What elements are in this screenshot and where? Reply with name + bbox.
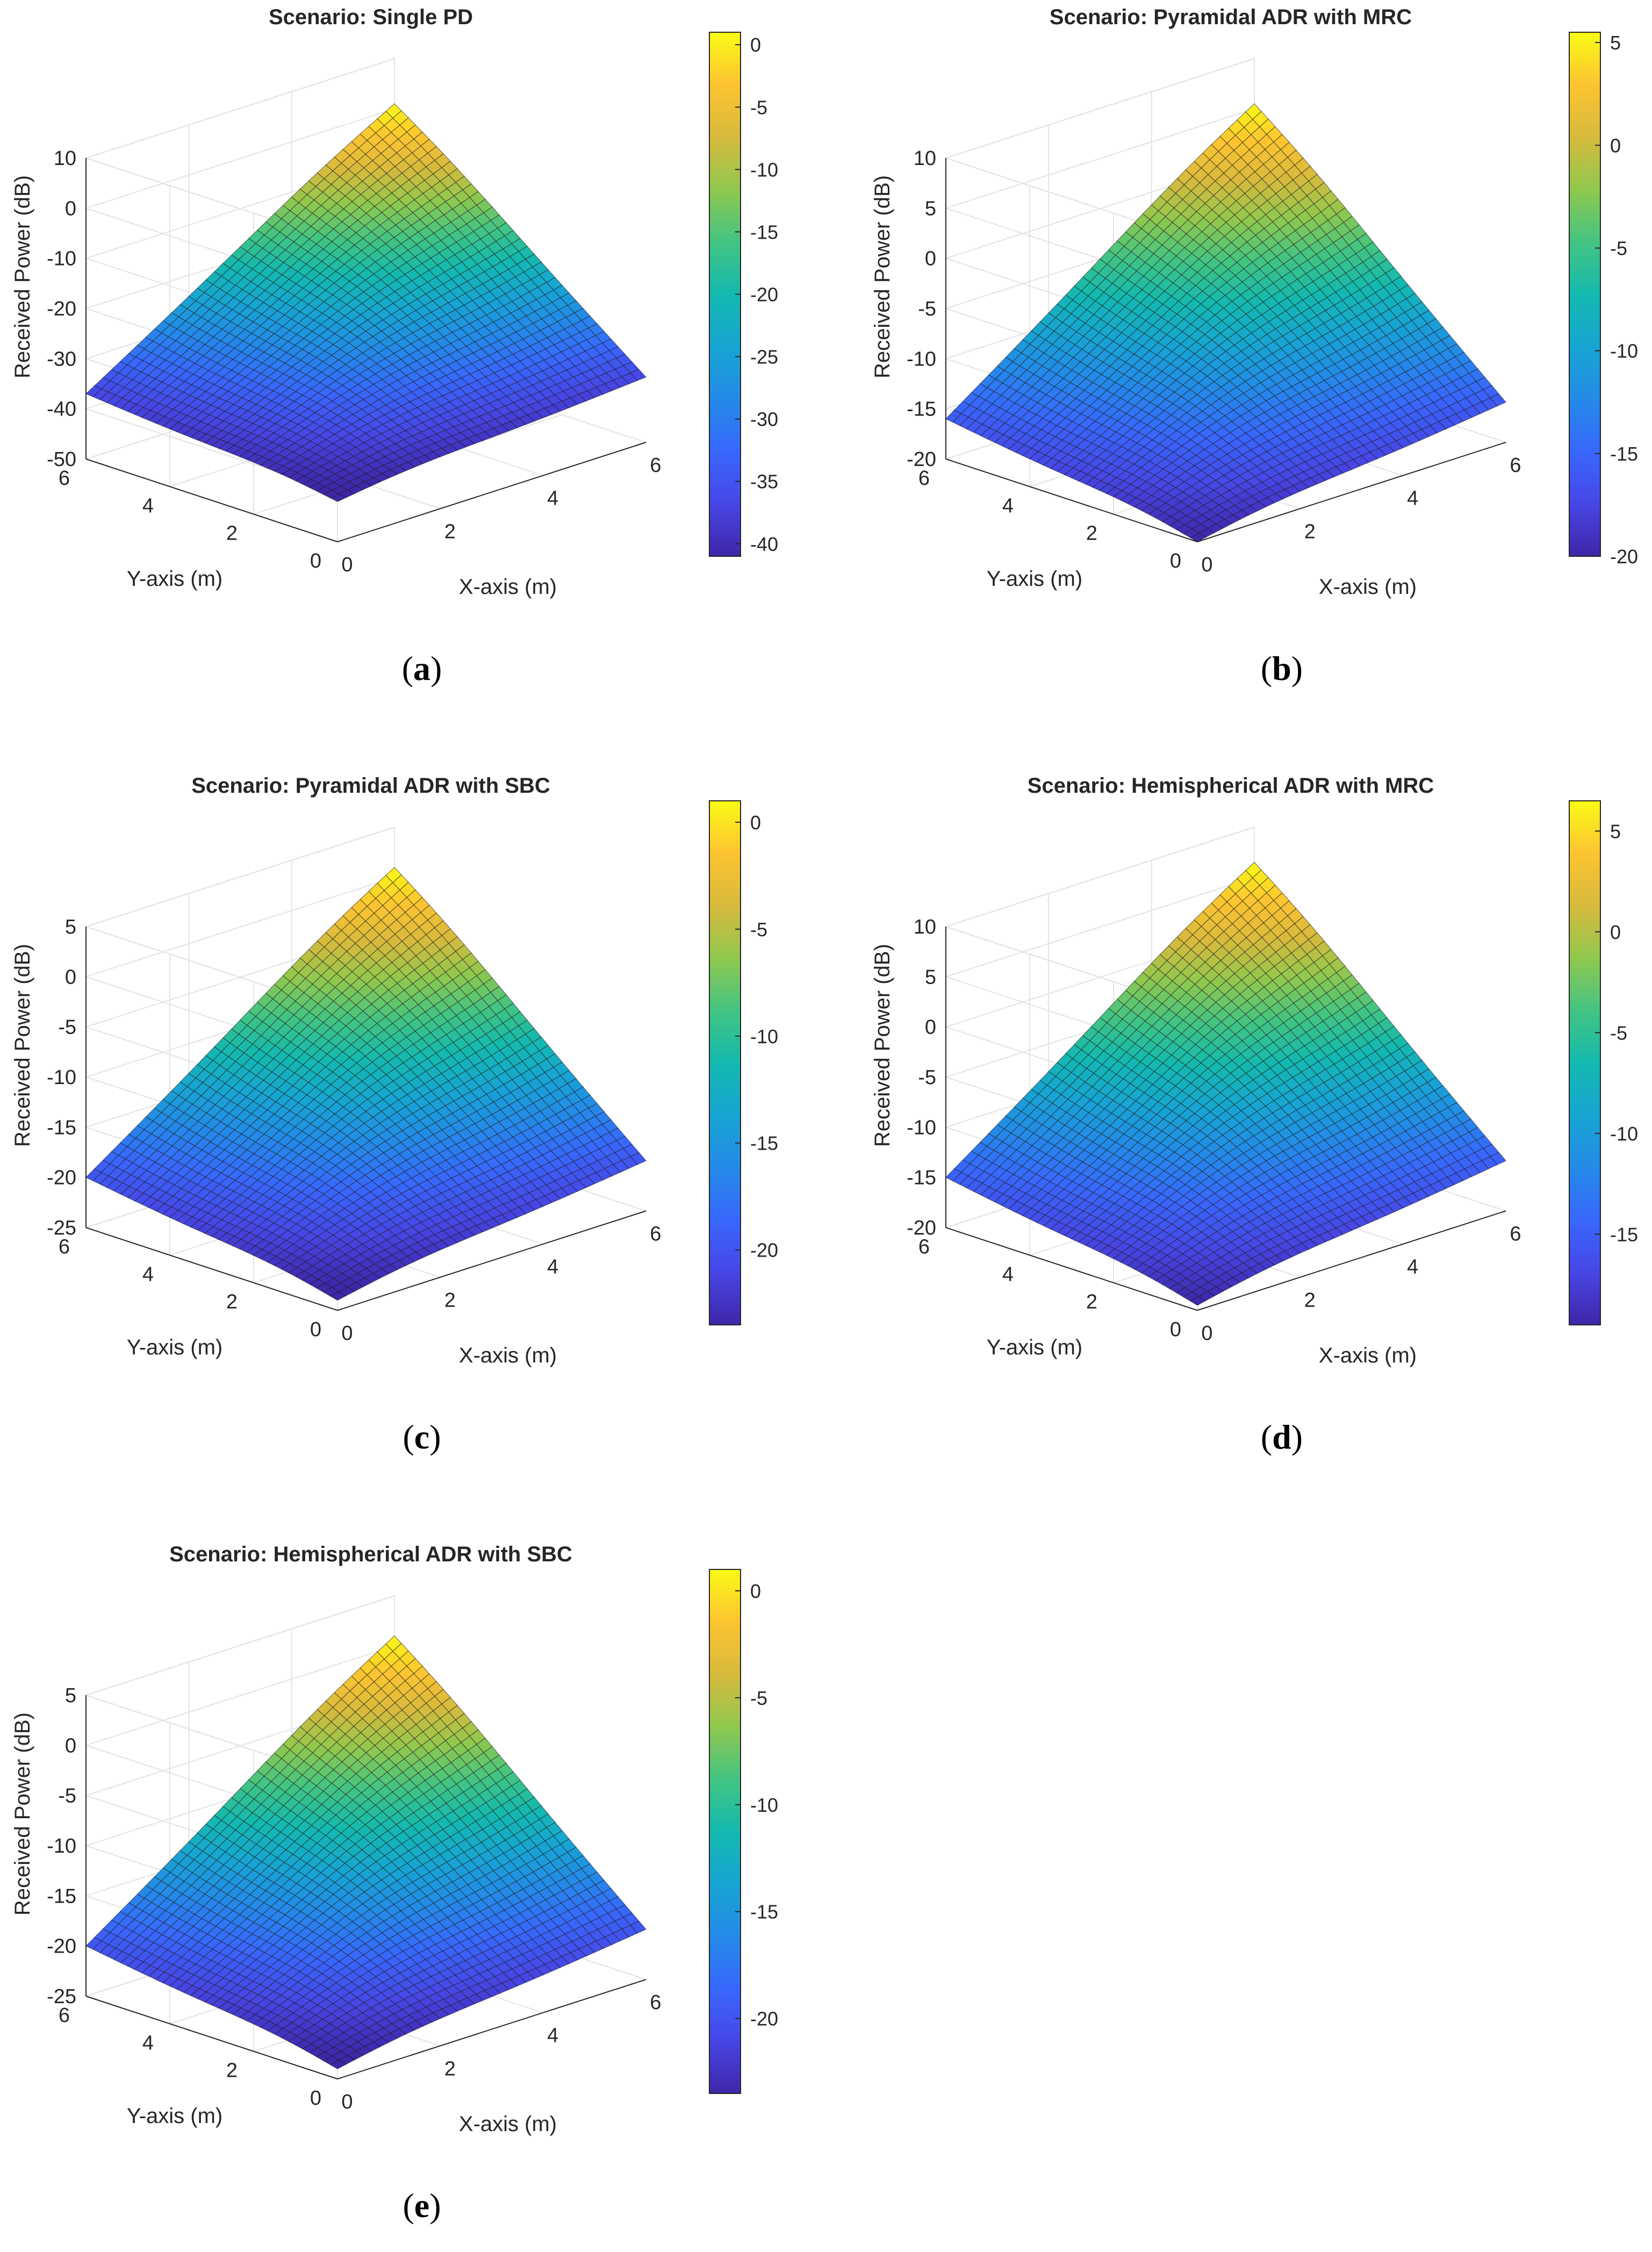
- colorbar-tick-label: 5: [1610, 32, 1621, 54]
- z-tick-label: -20: [47, 298, 76, 320]
- x-tick-label: 6: [650, 1223, 661, 1245]
- y-tick-label: 0: [310, 550, 321, 572]
- x-tick-label: 2: [444, 1289, 456, 1311]
- caption-open-paren: (: [403, 1418, 414, 1456]
- z-axis-title: Received Power (dB): [871, 175, 894, 378]
- colorbar-tick-label: -10: [1610, 340, 1638, 362]
- y-tick-label: 2: [1086, 522, 1097, 545]
- panel-title: Scenario: Pyramidal ADR with MRC: [1050, 5, 1412, 29]
- x-tick-label: 2: [1304, 520, 1316, 543]
- z-tick-label: 0: [65, 197, 76, 220]
- z-tick-label: -10: [47, 1066, 76, 1089]
- colorbar-tick-label: 0: [750, 812, 761, 834]
- z-tick-label: 0: [925, 248, 936, 270]
- z-tick-label: 5: [925, 197, 936, 220]
- caption-close-paren: ): [429, 1418, 441, 1456]
- caption-close-paren: ): [430, 649, 442, 687]
- x-tick-label: 4: [547, 487, 558, 510]
- x-tick-label: 4: [1407, 487, 1418, 510]
- z-tick-label: -10: [47, 248, 76, 270]
- z-axis-title: Received Power (dB): [11, 175, 34, 378]
- y-tick-label: 4: [142, 1263, 154, 1286]
- y-axis-title: Y-axis (m): [127, 1336, 223, 1359]
- colorbar-tick-label: -20: [750, 284, 778, 306]
- z-tick-label: -40: [47, 398, 76, 421]
- z-tick-label: -20: [47, 1167, 76, 1189]
- x-tick-label: 0: [341, 554, 353, 576]
- colorbar-tick-label: 0: [1610, 134, 1621, 156]
- x-tick-label: 2: [444, 520, 456, 543]
- z-tick-label: -5: [918, 298, 936, 320]
- x-tick-label: 0: [1201, 554, 1212, 576]
- colorbar-tick-label: -20: [750, 1239, 778, 1261]
- colorbar-tick-label: -40: [750, 533, 778, 555]
- x-axis-title: X-axis (m): [459, 1344, 557, 1367]
- y-tick-label: 2: [226, 522, 238, 545]
- colorbar-tick-label: -20: [1610, 546, 1638, 568]
- y-tick-label: 4: [1002, 494, 1014, 517]
- panel-title: Scenario: Single PD: [269, 5, 473, 29]
- surface: [85, 103, 647, 502]
- x-axis-title: X-axis (m): [459, 575, 557, 599]
- panel-caption-c: (c): [403, 1418, 441, 1456]
- caption-open-paren: (: [1261, 649, 1272, 687]
- panel-caption-b: (b): [1261, 649, 1303, 687]
- y-tick-label: 0: [310, 1318, 321, 1341]
- panel-c: Scenario: Pyramidal ADR with SBC02460246…: [11, 774, 778, 1367]
- z-tick-label: 10: [914, 147, 936, 170]
- panel-d: Scenario: Hemispherical ADR with MRC0246…: [871, 774, 1638, 1367]
- colorbar-tick-label: -10: [750, 159, 778, 181]
- colorbar-tick-label: -25: [750, 346, 778, 368]
- caption-close-paren: ): [1291, 649, 1303, 687]
- colorbar-tick-label: 0: [750, 34, 761, 56]
- x-tick-label: 0: [341, 1322, 353, 1345]
- z-tick-label: -15: [907, 398, 936, 421]
- z-tick-label: 0: [65, 966, 76, 988]
- z-tick-label: -25: [47, 1217, 76, 1239]
- y-tick-label: 0: [1170, 550, 1181, 572]
- caption-letter: c: [414, 1418, 429, 1456]
- z-tick-label: -15: [47, 1116, 76, 1139]
- z-tick-label: -20: [907, 448, 936, 471]
- colorbar-tick-label: -15: [1610, 443, 1638, 465]
- z-tick-label: 5: [65, 916, 76, 938]
- panel-title: Scenario: Hemispherical ADR with MRC: [1028, 774, 1434, 798]
- z-tick-label: -30: [47, 348, 76, 370]
- panel-a: Scenario: Single PD02460246-50-40-30-20-…: [11, 5, 778, 599]
- y-tick-label: 2: [226, 1291, 238, 1314]
- x-tick-label: 6: [650, 454, 661, 477]
- panel-title: Scenario: Pyramidal ADR with SBC: [191, 774, 550, 798]
- y-tick-label: 4: [142, 494, 154, 517]
- colorbar-tick-label: -15: [750, 221, 778, 243]
- x-tick-label: 6: [1510, 454, 1521, 477]
- z-axis-title: Received Power (dB): [11, 944, 34, 1147]
- caption-letter: b: [1272, 649, 1291, 687]
- z-tick-label: 10: [54, 147, 76, 170]
- colorbar-tick-label: -35: [750, 471, 778, 493]
- colorbar: [1569, 32, 1601, 557]
- panel-caption-a: (a): [402, 649, 442, 687]
- y-axis-title: Y-axis (m): [987, 567, 1083, 591]
- z-tick-label: -10: [907, 348, 936, 370]
- colorbar-tick-label: -10: [750, 1025, 778, 1048]
- colorbar-tick-label: -5: [750, 96, 767, 118]
- x-tick-label: 4: [547, 1256, 558, 1279]
- caption-open-paren: (: [402, 649, 413, 687]
- y-axis-title: Y-axis (m): [127, 567, 223, 591]
- caption-letter: a: [413, 649, 430, 687]
- z-tick-label: -50: [47, 448, 76, 471]
- colorbar-tick-label: -15: [750, 1132, 778, 1154]
- colorbar-tick-label: -5: [750, 919, 767, 941]
- z-tick-label: -5: [58, 1016, 76, 1039]
- colorbar-tick-label: -5: [1610, 237, 1627, 259]
- x-axis-title: X-axis (m): [1319, 575, 1417, 599]
- panel-b: Scenario: Pyramidal ADR with MRC02460246…: [871, 5, 1638, 599]
- colorbar-tick-label: -30: [750, 408, 778, 431]
- colorbar: [709, 800, 741, 1325]
